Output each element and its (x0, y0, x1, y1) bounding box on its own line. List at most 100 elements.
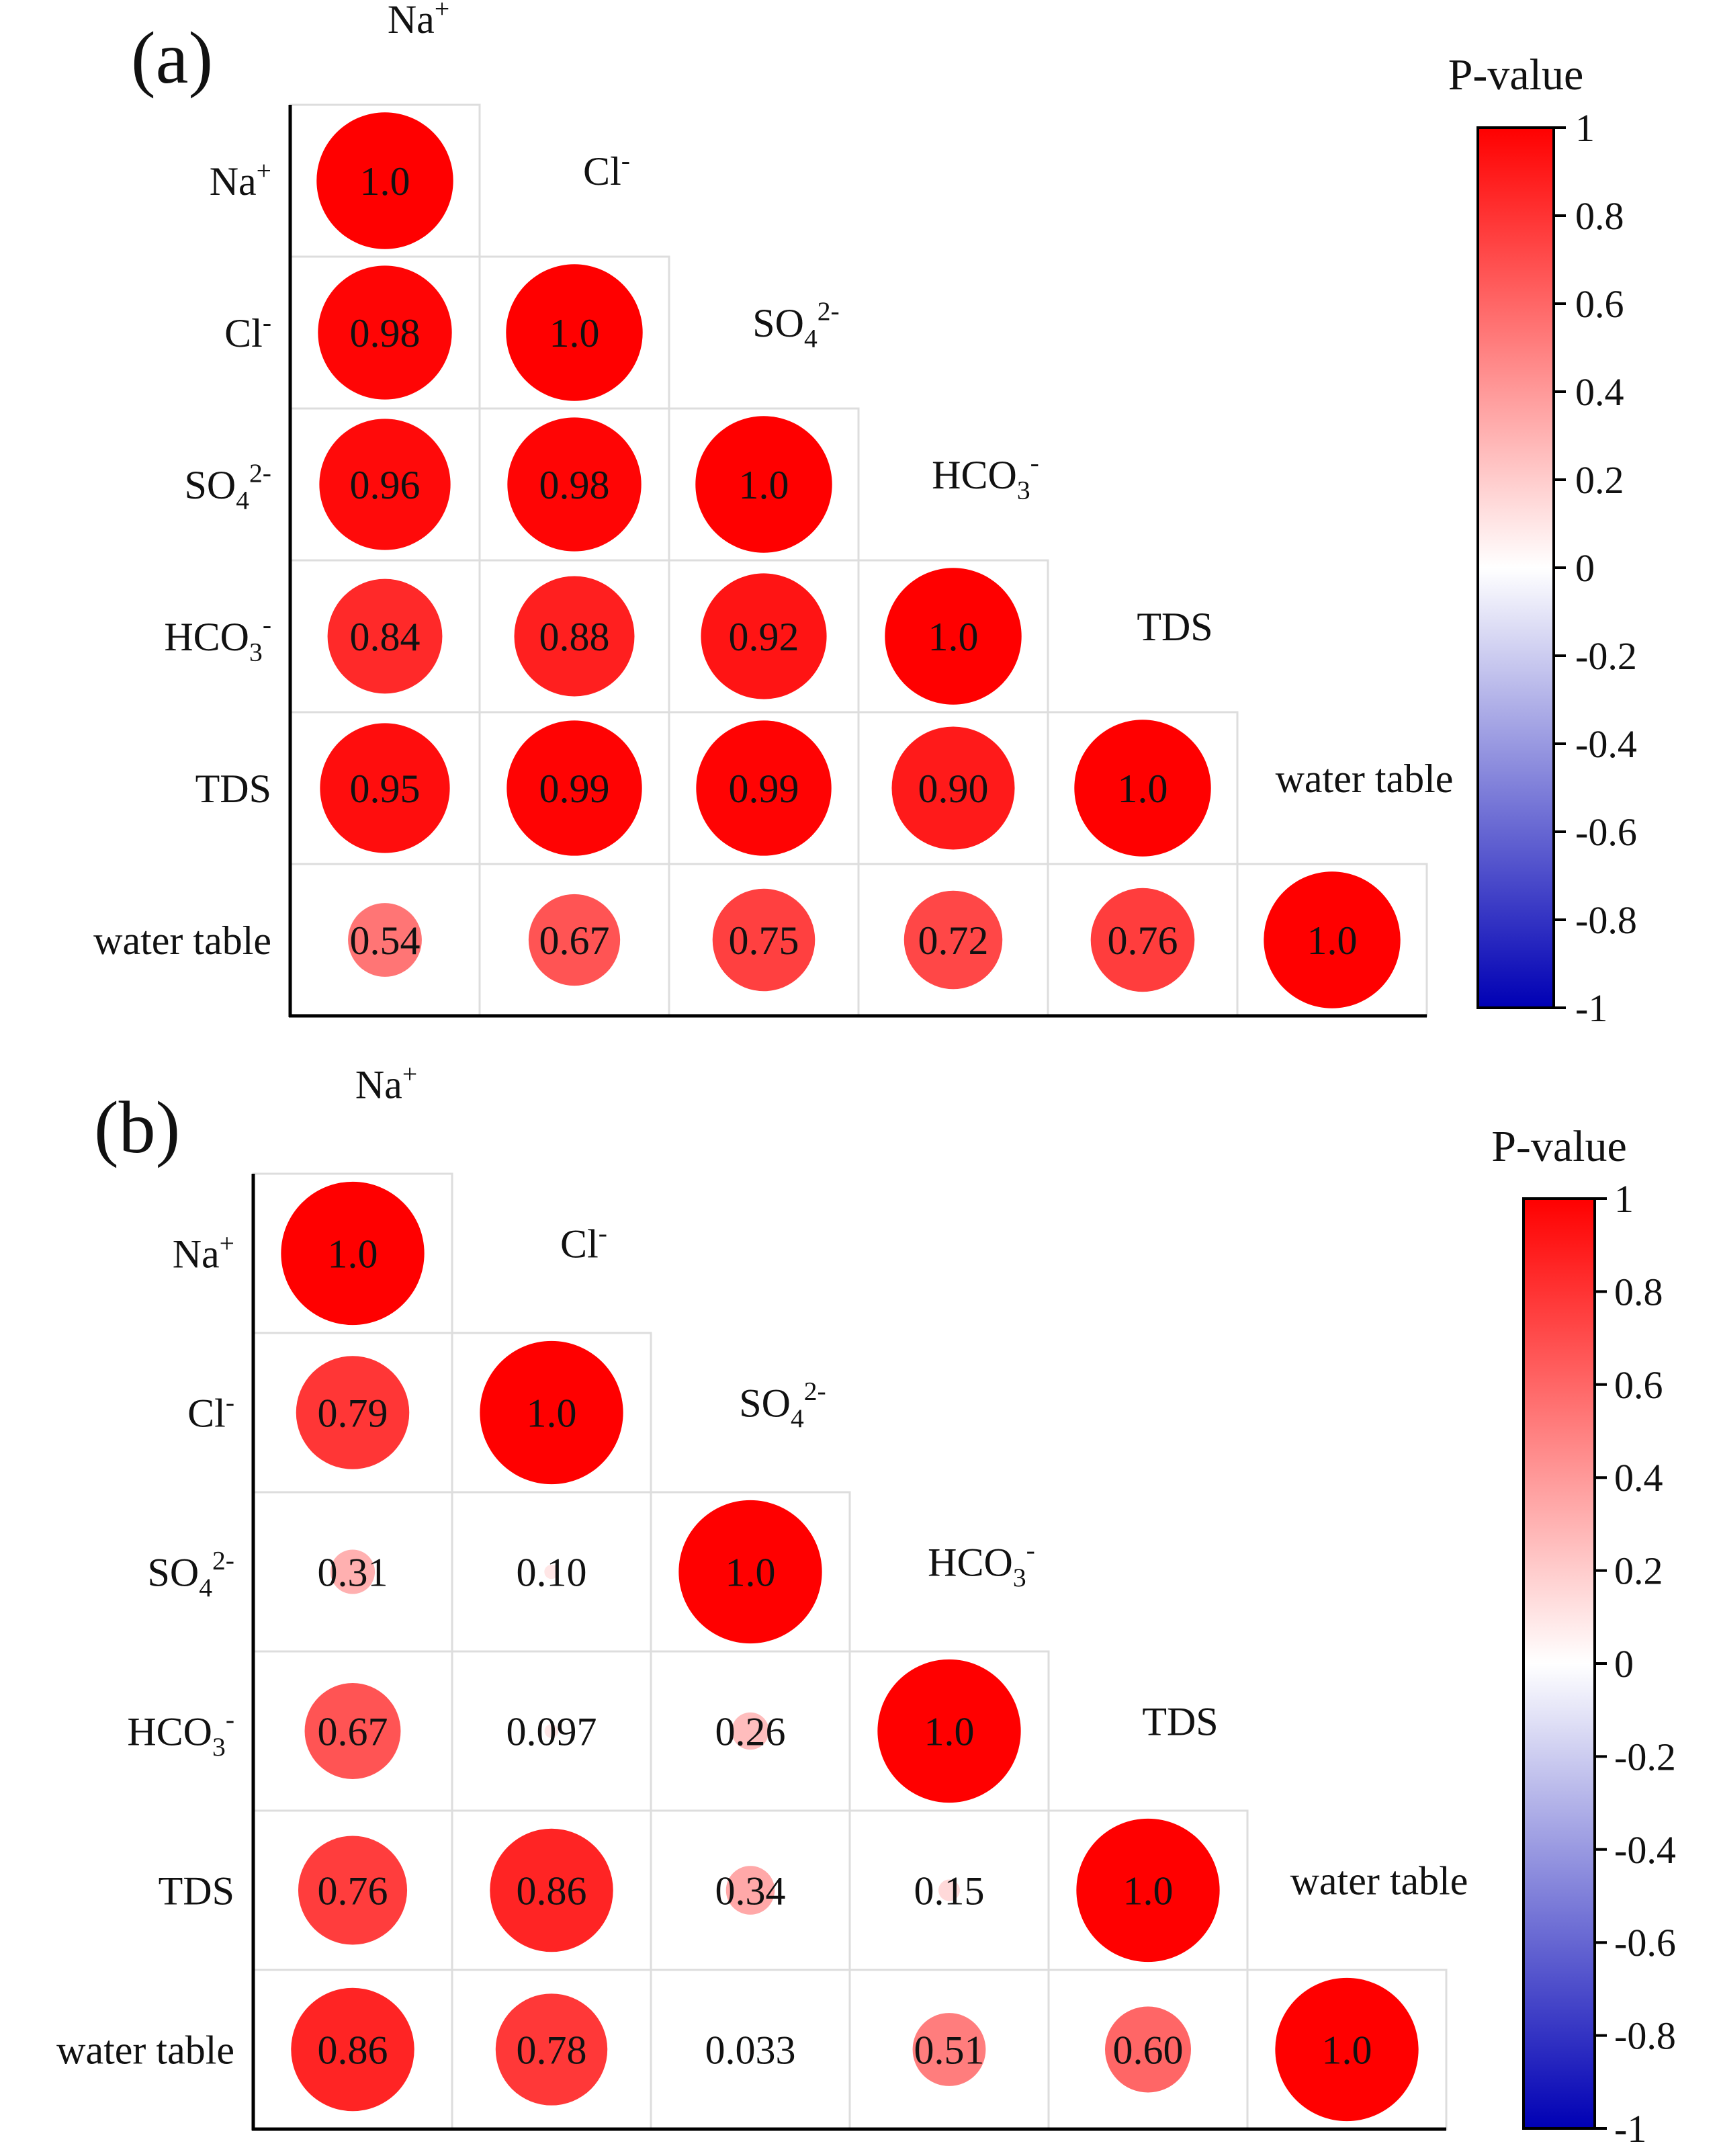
variable-label: Na+ (173, 1229, 234, 1277)
colorbar: P-value 1 0.8 0.6 0.4 0.2 0 -0.2 -0.4 -0.6 -0.8 -1 (1448, 50, 1637, 1030)
correlation-circle (528, 894, 621, 986)
correlation-circle (320, 723, 450, 853)
variable-label: SO42- (752, 296, 839, 353)
variable-label: Cl- (187, 1388, 234, 1436)
value-label: 1.0 (1307, 918, 1358, 963)
value-label: 0.99 (539, 767, 610, 811)
correlation-circle (891, 726, 1015, 850)
column-labels: Na+ Cl- SO42- HCO3- TDS water table (355, 1060, 1468, 1903)
colorbar-tick-label: -0.6 (1575, 810, 1637, 854)
colorbar-title: P-value (1448, 50, 1584, 99)
correlation-circle (506, 264, 643, 401)
colorbar-tick-label: 1 (1614, 1177, 1634, 1221)
variable-label: TDS (1142, 1700, 1218, 1744)
value-label: 0.98 (539, 463, 610, 507)
value-label: 0.96 (350, 463, 421, 507)
colorbar-tick-label: 0.8 (1614, 1270, 1663, 1313)
correlation-circle (1090, 888, 1195, 992)
correlation-circle (877, 1659, 1021, 1803)
correlation-circle (348, 903, 422, 977)
colorbar-rect (1522, 1197, 1596, 2130)
value-label: 0.92 (729, 615, 799, 659)
correlation-circle (319, 419, 451, 550)
value-label: 0.033 (705, 2028, 796, 2073)
grid-cell (451, 1650, 652, 1812)
colorbar-tick-label: 0 (1575, 546, 1595, 590)
correlation-circle (678, 1500, 822, 1644)
variable-label: HCO3- (932, 448, 1039, 505)
value-label: 0.67 (318, 1710, 388, 1754)
correlation-circle (544, 1564, 559, 1580)
correlation-cells: 1.0 0.98 1.0 0.96 0.98 1.0 0.84 0.88 0.92 1.0 0.95… (289, 103, 1428, 1017)
correlation-circle (725, 1866, 775, 1915)
correlation-circle (1074, 720, 1211, 857)
correlation-circle (701, 573, 827, 699)
correlation-circle (1264, 871, 1401, 1008)
colorbar-tick-label: 0.4 (1575, 370, 1624, 414)
correlation-circle (885, 568, 1022, 705)
value-label: 0.98 (350, 311, 421, 355)
value-label: 1.0 (328, 1232, 378, 1277)
variable-label: HCO3- (928, 1535, 1035, 1592)
correlation-circle (298, 1836, 408, 1945)
value-label: 1.0 (360, 159, 410, 204)
colorbar-tick-label: 0.4 (1614, 1456, 1663, 1500)
value-label: 0.84 (350, 615, 421, 659)
correlation-circle (318, 265, 452, 400)
colorbar-tick-label: 0.2 (1575, 458, 1624, 502)
variable-label: Cl- (224, 308, 271, 355)
variable-label: water table (1276, 757, 1454, 801)
value-label: 0.79 (318, 1391, 388, 1436)
variable-label: HCO3- (164, 610, 271, 667)
variable-label: Cl- (560, 1219, 607, 1266)
colorbar-tick-label: -1 (1614, 2107, 1646, 2151)
value-label: 1.0 (527, 1391, 577, 1436)
correlation-circle (938, 1879, 960, 1901)
colorbar-tick-label: 0.2 (1614, 1549, 1663, 1593)
value-label: 0.51 (914, 2028, 985, 2073)
value-label: 1.0 (1123, 1869, 1174, 1913)
correlation-circle (291, 1987, 414, 2112)
value-label: 0.60 (1113, 2028, 1184, 2073)
correlation-circle (695, 416, 832, 553)
colorbar-tick-label: -0.4 (1575, 722, 1637, 766)
variable-label: TDS (1137, 605, 1213, 649)
value-label: 0.99 (729, 767, 799, 811)
value-label: 0.097 (506, 1710, 597, 1754)
value-label: 0.90 (918, 767, 989, 811)
correlation-circle (327, 578, 443, 694)
value-label: 1.0 (739, 463, 789, 507)
correlation-circle (544, 1724, 559, 1738)
value-label: 0.76 (1108, 918, 1178, 963)
correlation-circle (1275, 1977, 1419, 2122)
colorbar-tick-label: -0.8 (1614, 2014, 1676, 2058)
value-label: 0.15 (914, 1869, 985, 1913)
colorbar-tick-label: -0.6 (1614, 1921, 1676, 1965)
panel-b: (b)1.00.79 1.00.31 0.10 1.00.67 0.097 0.26 1.0… (56, 1060, 1676, 2151)
correlation-circle (903, 890, 1003, 990)
variable-label: Na+ (388, 0, 449, 42)
variable-label: HCO3- (127, 1705, 234, 1762)
correlation-circle (495, 1993, 608, 2106)
colorbar-tick-label: 1 (1575, 106, 1595, 150)
correlation-circle (514, 576, 635, 697)
value-label: 0.86 (318, 2028, 388, 2073)
value-label: 1.0 (1118, 767, 1168, 811)
row-labels: Na+ Cl- SO42- HCO3- TDS water table (56, 1229, 234, 2073)
variable-label: SO42- (739, 1376, 826, 1433)
colorbar-tick-label: 0 (1614, 1642, 1634, 1686)
value-label: 0.10 (517, 1551, 587, 1595)
value-label: 1.0 (924, 1710, 975, 1754)
value-label: 0.67 (539, 918, 610, 963)
correlation-circle (330, 1549, 376, 1594)
correlation-circle (296, 1356, 410, 1469)
colorbar-tick-label: -0.4 (1614, 1828, 1676, 1872)
value-label: 0.54 (350, 918, 421, 963)
colorbar-tick-label: -0.8 (1575, 898, 1637, 942)
value-label: 0.95 (350, 767, 421, 811)
variable-label: SO42- (148, 1545, 234, 1602)
correlation-circle (506, 720, 642, 856)
value-label: 1.0 (549, 311, 600, 355)
correlation-circle (304, 1683, 401, 1779)
value-label: 0.31 (318, 1551, 388, 1595)
